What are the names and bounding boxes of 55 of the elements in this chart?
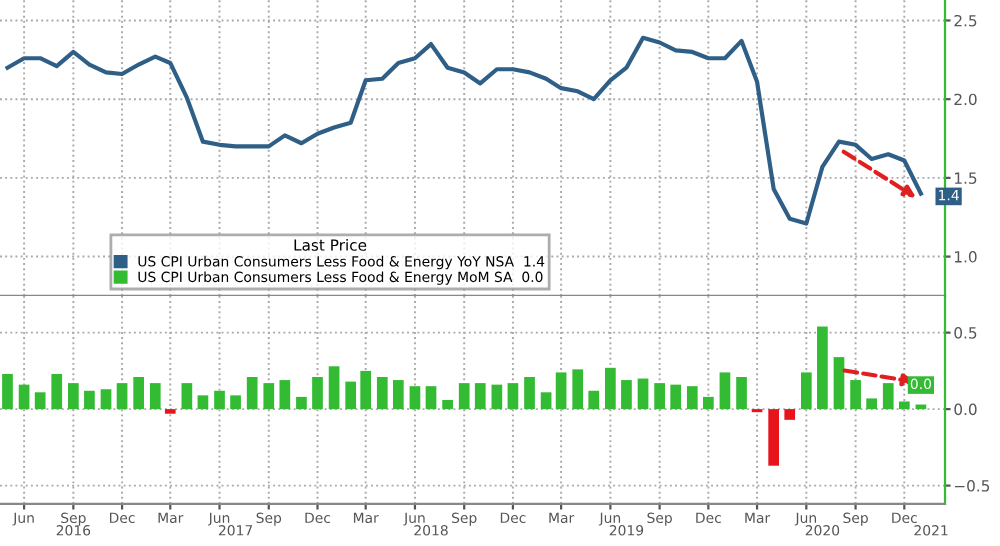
bar [817, 326, 828, 410]
bar [458, 383, 470, 410]
bar [312, 377, 323, 410]
bar [279, 380, 291, 410]
bar [670, 384, 682, 410]
bar [328, 366, 340, 410]
bar [621, 380, 632, 410]
bar [409, 386, 421, 410]
bar [540, 392, 552, 410]
bar [507, 383, 519, 410]
bar [197, 395, 209, 410]
bar [263, 383, 275, 410]
bar [149, 383, 161, 410]
bar [768, 409, 780, 466]
bar [850, 380, 861, 410]
bar [702, 396, 714, 410]
bar [181, 383, 193, 410]
bar [686, 386, 698, 410]
bar [719, 372, 731, 410]
bar [866, 398, 877, 410]
bar [572, 369, 584, 410]
bar [2, 373, 13, 410]
bar [116, 383, 128, 410]
bar [588, 390, 600, 410]
bar [524, 377, 535, 410]
bar [736, 377, 747, 410]
bar [214, 390, 225, 410]
bar [442, 399, 453, 410]
bar [230, 395, 241, 410]
bar [425, 386, 437, 410]
bar [605, 367, 616, 410]
bar [474, 383, 486, 410]
bar [376, 377, 388, 410]
bar [345, 381, 357, 410]
bar [18, 384, 30, 410]
bar [392, 380, 404, 410]
bar [84, 390, 95, 410]
bar [51, 373, 63, 410]
bar [654, 383, 665, 410]
bar [100, 389, 112, 410]
bar [34, 392, 46, 410]
bar [833, 357, 845, 410]
bar [491, 384, 503, 410]
bar [555, 372, 567, 410]
line-series [5, 35, 923, 226]
bar [882, 383, 894, 410]
bar [246, 377, 258, 410]
bar [296, 396, 307, 410]
bar [360, 370, 372, 410]
bar [800, 372, 812, 410]
bar [784, 409, 796, 420]
bar [68, 383, 79, 410]
bar [637, 378, 649, 410]
bar [133, 377, 145, 410]
bar [898, 401, 910, 410]
